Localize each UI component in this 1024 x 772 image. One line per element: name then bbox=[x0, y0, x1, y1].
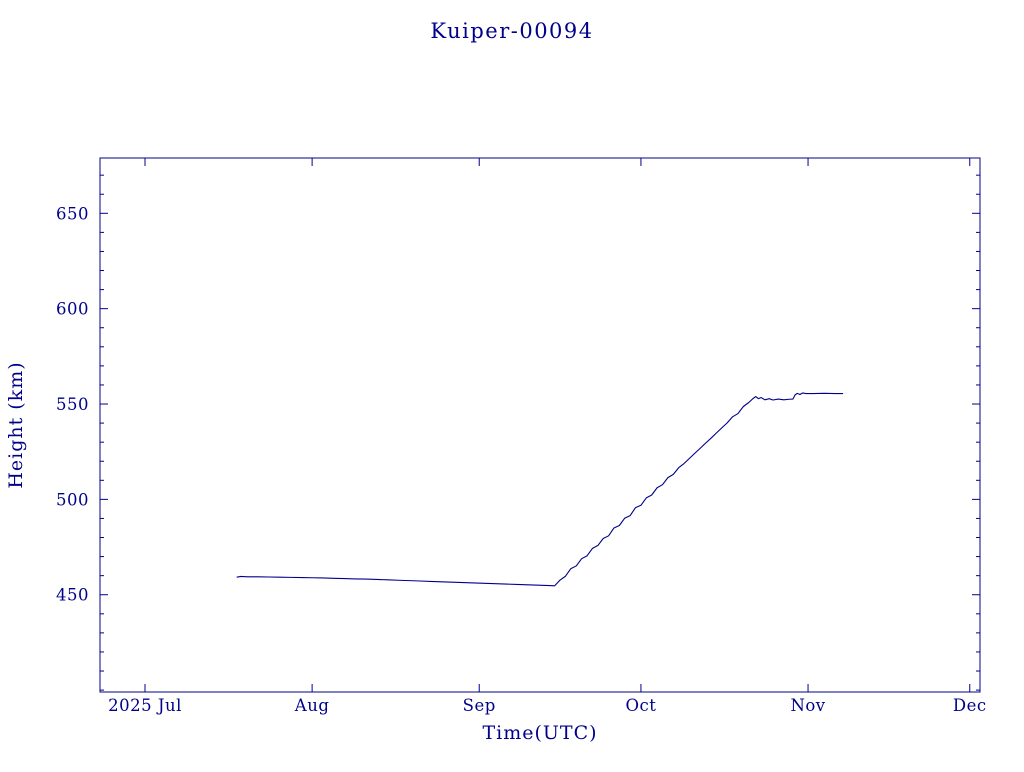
x-tick-label: Aug bbox=[294, 696, 330, 715]
x-tick-label: Oct bbox=[625, 696, 656, 715]
data-series bbox=[236, 392, 844, 587]
x-axis-label: Time(UTC) bbox=[482, 722, 597, 744]
y-tick-label: 450 bbox=[56, 586, 89, 605]
chart-title: Kuiper-00094 bbox=[430, 19, 593, 43]
x-tick-label: 2025 Jul bbox=[108, 696, 182, 715]
y-tick-label: 500 bbox=[56, 490, 89, 509]
y-tick-label: 650 bbox=[56, 204, 89, 223]
axis-ticks bbox=[100, 158, 980, 692]
height-line bbox=[236, 392, 844, 587]
x-tick-label: Dec bbox=[953, 696, 987, 715]
y-tick-label: 600 bbox=[56, 300, 89, 319]
x-tick-label: Sep bbox=[463, 696, 496, 715]
y-tick-label: 550 bbox=[56, 395, 89, 414]
frame-rect bbox=[99, 157, 981, 693]
tick-labels: 2025 Jul Aug Sep Oct Nov Dec 450 500 550 600 650 bbox=[56, 204, 987, 715]
x-tick-label: Nov bbox=[790, 696, 825, 715]
plot-frame bbox=[99, 157, 981, 693]
y-axis-label: Height (km) bbox=[5, 361, 27, 488]
